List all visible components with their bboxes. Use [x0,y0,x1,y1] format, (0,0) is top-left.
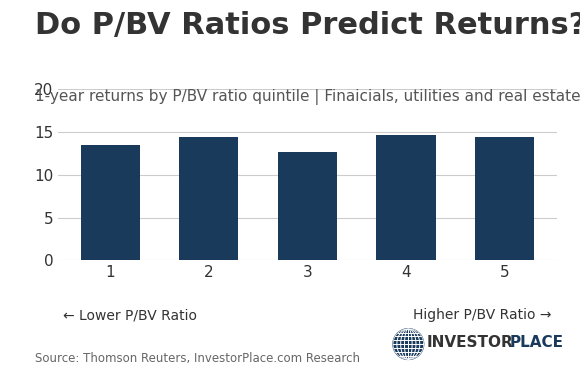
Text: Do P/BV Ratios Predict Returns?: Do P/BV Ratios Predict Returns? [35,11,580,40]
Polygon shape [393,329,423,359]
Bar [278,152,337,260]
Text: Source: Thomson Reuters, InvestorPlace.com Research: Source: Thomson Reuters, InvestorPlace.c… [35,352,360,365]
Text: 1-year returns by P/BV ratio quintile | Finaicials, utilities and real estate: 1-year returns by P/BV ratio quintile | … [35,89,580,105]
Bar [376,135,436,260]
Bar [81,145,140,260]
Text: ← Lower P/BV Ratio: ← Lower P/BV Ratio [63,308,197,322]
Bar [475,137,534,260]
Bar [179,137,238,260]
Text: INVESTOR: INVESTOR [426,335,513,350]
Text: PLACE: PLACE [509,335,563,350]
Text: Higher P/BV Ratio →: Higher P/BV Ratio → [414,308,552,322]
